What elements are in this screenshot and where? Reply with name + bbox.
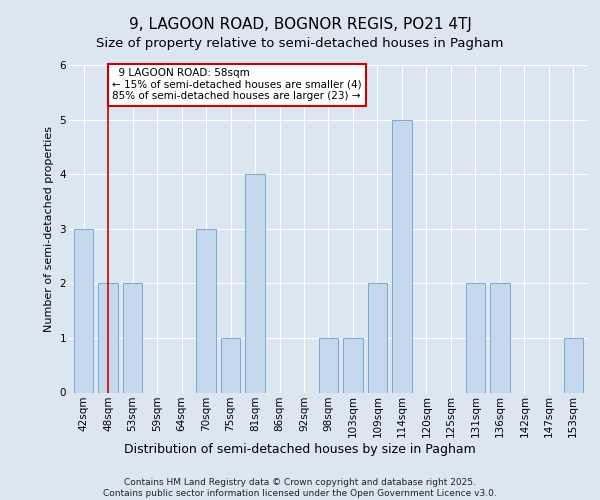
Bar (368, 284, 387, 393)
Bar (221, 338, 241, 392)
Bar (343, 338, 363, 392)
Bar (74, 229, 94, 392)
Bar (319, 338, 338, 392)
Bar (466, 284, 485, 393)
Bar (392, 120, 412, 392)
Bar (490, 284, 509, 393)
Text: 9 LAGOON ROAD: 58sqm
← 15% of semi-detached houses are smaller (4)
85% of semi-d: 9 LAGOON ROAD: 58sqm ← 15% of semi-detac… (112, 68, 361, 102)
Bar (245, 174, 265, 392)
Bar (123, 284, 142, 393)
Bar (563, 338, 583, 392)
Text: Size of property relative to semi-detached houses in Pagham: Size of property relative to semi-detach… (96, 38, 504, 51)
Text: Contains HM Land Registry data © Crown copyright and database right 2025.
Contai: Contains HM Land Registry data © Crown c… (103, 478, 497, 498)
Bar (196, 229, 216, 392)
Bar (98, 284, 118, 393)
Y-axis label: Number of semi-detached properties: Number of semi-detached properties (44, 126, 54, 332)
Text: Distribution of semi-detached houses by size in Pagham: Distribution of semi-detached houses by … (124, 442, 476, 456)
Text: 9, LAGOON ROAD, BOGNOR REGIS, PO21 4TJ: 9, LAGOON ROAD, BOGNOR REGIS, PO21 4TJ (128, 18, 472, 32)
